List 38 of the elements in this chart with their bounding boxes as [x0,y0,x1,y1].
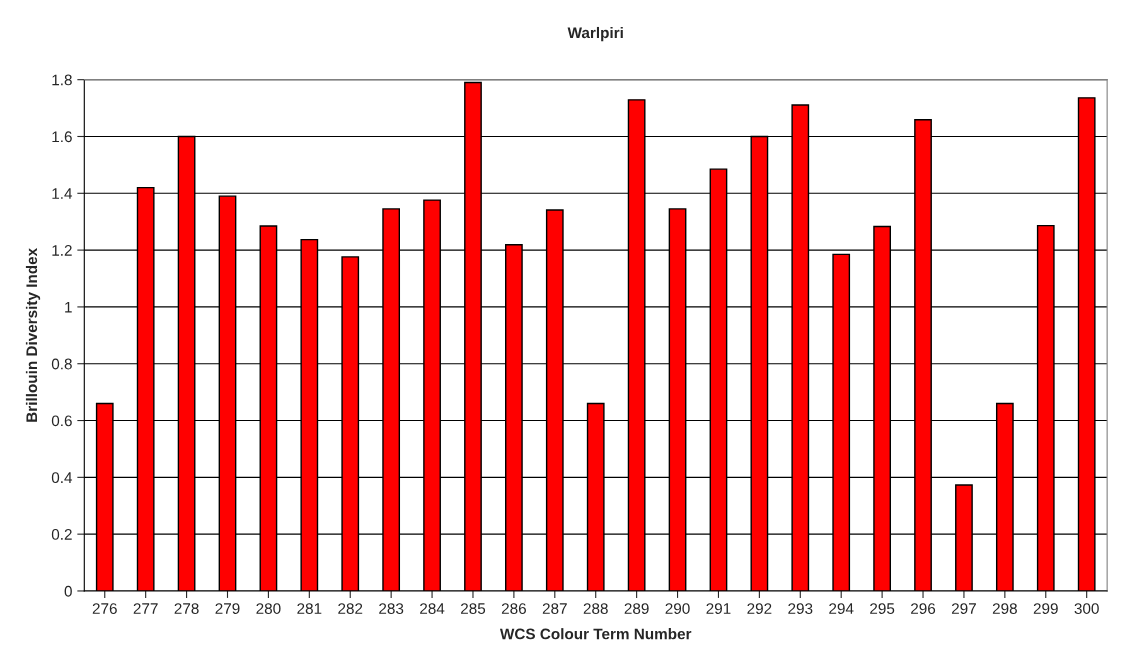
x-axis-title: WCS Colour Term Number [499,628,692,640]
y-axis-title: Brillouin Diversity Index [25,247,41,422]
x-tick-label: 300 [1074,603,1099,614]
x-tick-label: 282 [338,603,363,614]
x-tick-label: 287 [542,603,567,614]
y-tick-label: 0.2 [51,529,72,540]
x-tick-label: 296 [911,603,936,614]
x-tick-label: 298 [992,603,1017,614]
x-tick-label: 280 [256,603,281,614]
x-tick-label: 294 [829,603,854,614]
x-tick-label: 283 [379,603,404,614]
x-tick-label: 277 [133,603,158,614]
y-tick-label: 0 [64,585,72,597]
x-tick-label: 289 [624,603,649,614]
y-tick-label: 1.8 [52,74,72,86]
x-tick-label: 292 [747,603,772,614]
x-tick-label: 284 [420,603,445,614]
x-tick-label: 295 [870,603,895,614]
y-tick-label: 1.4 [52,188,73,199]
x-tick-label: 299 [1033,603,1058,614]
x-tick-label: 278 [174,603,199,614]
x-tick-label: 297 [951,603,976,614]
y-tick-label: 0.6 [51,415,72,427]
x-tick-label: 291 [706,603,731,614]
y-tick-label: 1.6 [52,131,72,143]
x-tick-label: 286 [501,603,526,614]
x-tick-label: 285 [461,603,486,614]
x-tick-label: 288 [583,603,608,614]
x-tick-label: 293 [788,603,813,614]
y-tick-label: 1 [65,301,72,313]
chart-title: Warlpiri [567,26,623,42]
x-tick-label: 290 [665,603,690,614]
y-tick-label: 0.4 [51,472,73,484]
y-tick-label: 1.2 [52,244,72,256]
x-tick-label: 276 [92,603,117,614]
x-tick-label: 279 [215,603,240,614]
x-tick-label: 281 [297,603,322,614]
y-tick-label: 0.8 [51,358,72,370]
